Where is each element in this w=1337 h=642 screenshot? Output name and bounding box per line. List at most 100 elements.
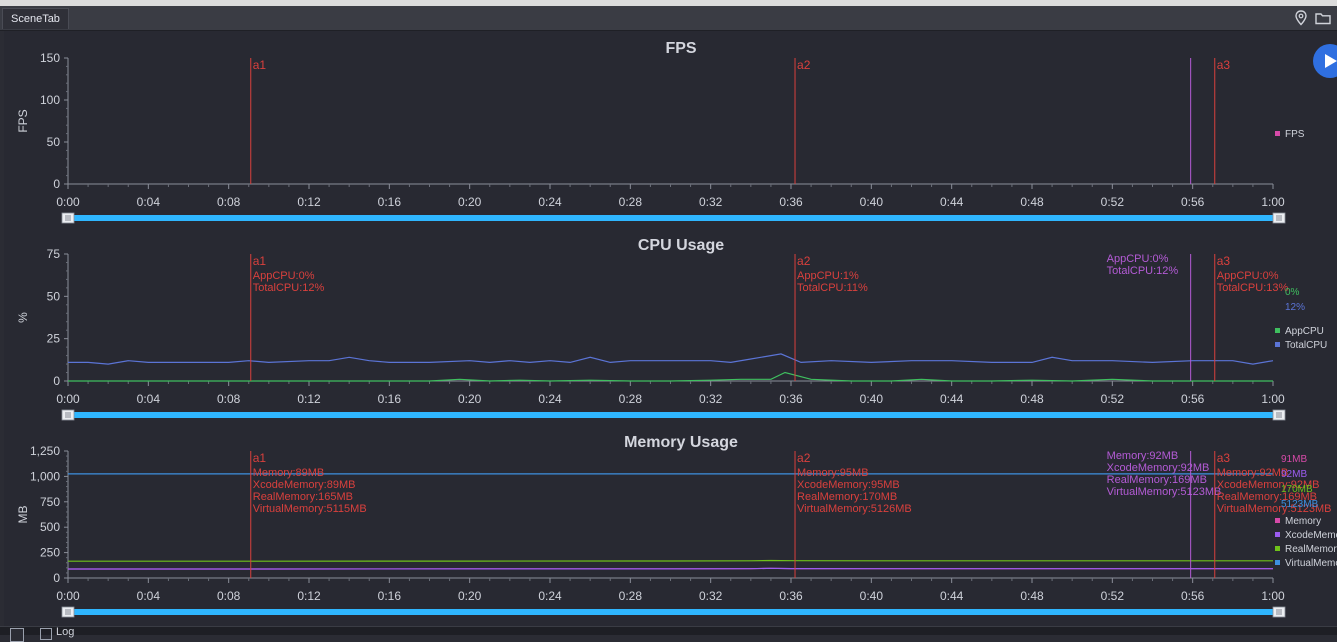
marker-label: a3 — [1217, 58, 1231, 72]
current-value-label: 170MB — [1281, 484, 1313, 495]
x-tick-label: 0:52 — [1101, 195, 1125, 209]
x-tick-label: 0:32 — [699, 392, 723, 406]
x-tick-label: 0:40 — [860, 392, 884, 406]
y-tick-label: 50 — [47, 135, 61, 149]
marker-label: a1 — [253, 254, 267, 268]
x-tick-label: 1:00 — [1261, 392, 1285, 406]
x-tick-label: 0:36 — [779, 392, 803, 406]
marker-label: a3 — [1217, 254, 1231, 268]
marker-value-text: RealMemory:169MB — [1107, 474, 1207, 486]
collapse-toggle[interactable] — [10, 628, 24, 642]
x-tick-label: 0:56 — [1181, 589, 1205, 603]
series-line-appcpu — [68, 371, 1273, 382]
marker-label: a3 — [1217, 451, 1231, 465]
current-value-label: 92MB — [1281, 469, 1307, 480]
x-tick-label: 0:20 — [458, 392, 482, 406]
marker-value-text: AppCPU:0% — [1107, 253, 1169, 265]
marker-label: a2 — [797, 58, 811, 72]
legend-label: Memory — [1285, 516, 1321, 527]
y-tick-label: 150 — [40, 51, 60, 65]
marker-value-text: XcodeMemory:92MB — [1107, 462, 1210, 474]
legend-label: RealMemory — [1285, 544, 1337, 555]
x-tick-label: 0:12 — [297, 195, 321, 209]
y-axis-label: % — [16, 312, 30, 323]
time-range-scrollbar[interactable] — [68, 215, 1285, 221]
x-tick-label: 0:04 — [137, 195, 161, 209]
x-tick-label: 0:04 — [137, 392, 161, 406]
log-checkbox[interactable] — [40, 628, 52, 640]
legend-swatch — [1275, 560, 1280, 565]
marker-value-text: XcodeMemory:92MB — [1217, 479, 1320, 491]
legend-swatch — [1275, 342, 1280, 347]
x-tick-label: 0:04 — [137, 589, 161, 603]
current-value-label: 0% — [1285, 287, 1300, 298]
x-tick-label: 1:00 — [1261, 589, 1285, 603]
chart-title: Memory Usage — [624, 434, 738, 451]
x-tick-label: 0:00 — [56, 195, 80, 209]
x-tick-label: 0:52 — [1101, 589, 1125, 603]
current-value-label: 91MB — [1281, 454, 1307, 465]
marker-value-text: Memory:89MB — [253, 467, 325, 479]
play-button[interactable] — [1313, 44, 1337, 78]
marker-value-text: AppCPU:0% — [253, 270, 315, 282]
x-tick-label: 0:08 — [217, 589, 241, 603]
x-tick-label: 0:00 — [56, 392, 80, 406]
log-label: Log — [56, 626, 75, 638]
series-line-xcodememory — [68, 567, 1273, 570]
x-tick-label: 0:48 — [1020, 195, 1044, 209]
time-range-scrollbar[interactable] — [68, 609, 1285, 615]
series-line-realmemory — [68, 559, 1273, 562]
x-tick-label: 0:40 — [860, 589, 884, 603]
marker-value-text: XcodeMemory:95MB — [797, 479, 900, 491]
play-icon — [1325, 54, 1337, 68]
marker-value-text: AppCPU:1% — [797, 270, 859, 282]
legend-label: VirtualMemory — [1285, 558, 1337, 569]
charts-canvas: FPS FPS 0 50 100 150 0:00 0:04 0:08 0:12 0:16 0:20 0… — [16, 40, 1337, 618]
y-tick-label: 1,000 — [30, 469, 60, 483]
x-tick-label: 0:56 — [1181, 195, 1205, 209]
y-tick-label: 0 — [53, 571, 60, 585]
legend-swatch — [1275, 532, 1280, 537]
legend-swatch — [1275, 131, 1280, 136]
legend-swatch — [1275, 518, 1280, 523]
x-tick-label: 0:00 — [56, 589, 80, 603]
marker-value-text: XcodeMemory:89MB — [253, 479, 356, 491]
tab-bar: SceneTab — [0, 6, 1337, 31]
chart-title: FPS — [665, 40, 696, 57]
y-tick-label: 500 — [40, 520, 60, 534]
tab-scenetab[interactable]: SceneTab — [2, 8, 69, 29]
series-line-totalcpu — [68, 353, 1274, 365]
chart-title: CPU Usage — [638, 237, 724, 254]
folder-icon[interactable] — [1314, 8, 1332, 28]
x-tick-label: 0:44 — [940, 392, 964, 406]
x-tick-label: 0:52 — [1101, 392, 1125, 406]
current-value-label: 5123MB — [1281, 499, 1319, 510]
location-pin-icon[interactable] — [1292, 8, 1310, 28]
legend-label: FPS — [1285, 129, 1305, 140]
marker-value-text: TotalCPU:11% — [797, 282, 868, 294]
x-tick-label: 0:28 — [619, 195, 643, 209]
marker-value-text: VirtualMemory:5126MB — [797, 503, 912, 515]
x-tick-label: 0:36 — [779, 589, 803, 603]
legend-label: AppCPU — [1285, 326, 1324, 337]
legend-swatch — [1275, 328, 1280, 333]
time-range-scrollbar[interactable] — [68, 412, 1285, 418]
x-tick-label: 0:24 — [538, 195, 562, 209]
x-tick-label: 0:28 — [619, 392, 643, 406]
marker-value-text: VirtualMemory:5123MB — [1107, 486, 1222, 498]
marker-value-text: AppCPU:0% — [1217, 270, 1279, 282]
x-tick-label: 0:32 — [699, 589, 723, 603]
x-tick-label: 0:44 — [940, 589, 964, 603]
marker-label: a2 — [797, 451, 811, 465]
y-tick-label: 50 — [47, 289, 61, 303]
x-tick-label: 0:16 — [378, 195, 402, 209]
legend-label: TotalCPU — [1285, 340, 1327, 351]
marker-label: a1 — [253, 451, 267, 465]
x-tick-label: 0:12 — [297, 392, 321, 406]
legend-label: XcodeMemory — [1285, 530, 1337, 541]
x-tick-label: 0:24 — [538, 589, 562, 603]
x-tick-label: 0:44 — [940, 195, 964, 209]
x-tick-label: 0:08 — [217, 392, 241, 406]
x-tick-label: 0:12 — [297, 589, 321, 603]
y-tick-label: 75 — [47, 247, 61, 261]
